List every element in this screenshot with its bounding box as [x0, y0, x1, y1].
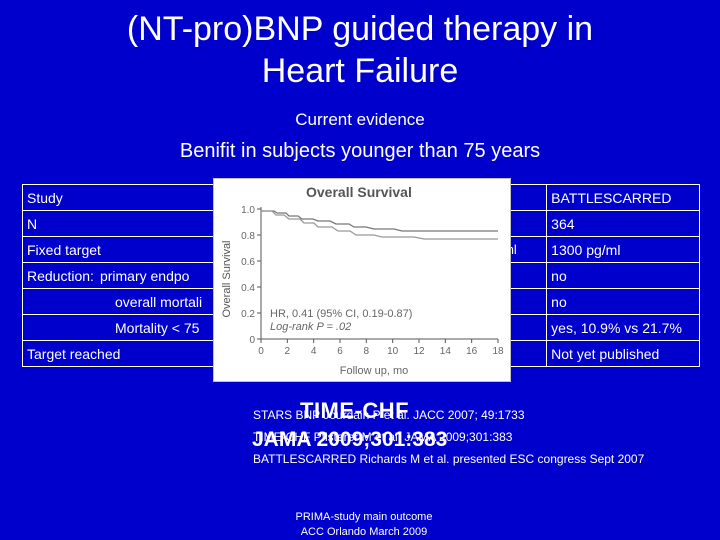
reference-stars: STARS BNP Jourdain P et al. JACC 2007; 4… [253, 408, 525, 422]
x-tick-label: 8 [364, 346, 370, 357]
x-tick-label: 18 [492, 346, 504, 357]
x-ticks: 0 2 4 6 8 10 12 14 16 18 [258, 339, 504, 357]
value-cell: yes, 10.9% vs 21.7% [546, 314, 700, 341]
y-tick-label: 0.2 [241, 309, 255, 320]
x-tick-label: 12 [413, 346, 425, 357]
overlay-jama: JAMA 2009;301:383 [252, 428, 448, 451]
y-tick-label: 0 [249, 335, 255, 346]
value-cell: no [546, 288, 700, 315]
references: STARS BNP Jourdain P et al. JACC 2007; 4… [253, 404, 718, 470]
reference-battlescarred: BATTLESCARRED Richards M et al. presente… [253, 452, 645, 466]
x-tick-label: 10 [387, 346, 399, 357]
survival-curve-lower [261, 210, 498, 240]
y-tick-label: 0.4 [241, 283, 255, 294]
x-tick-label: 16 [466, 346, 478, 357]
value-cell: no [546, 262, 700, 289]
slide-title: (NT-pro)BNP guided therapy in Heart Fail… [0, 8, 720, 92]
row-label: Reduction: [27, 267, 94, 284]
value-cell: 1300 pg/ml [546, 236, 700, 263]
survival-curve-upper [261, 210, 498, 232]
log-rank-text: Log-rank P = .02 [270, 321, 351, 333]
hazard-ratio-text: HR, 0.41 (95% CI, 0.19-0.87) [270, 308, 412, 320]
survival-plot: Overall Survival Overall Survival 1.0 0.8… [214, 179, 510, 381]
overlay-time-chf: TIME-CHF [300, 398, 410, 423]
plot-background [214, 179, 510, 381]
title-line-2: Heart Failure [261, 52, 459, 90]
x-axis-label: Follow up, mo [340, 365, 408, 377]
value-cell: 364 [546, 210, 700, 237]
x-tick-label: 6 [337, 346, 343, 357]
row-sublabel: primary endpo [99, 267, 190, 284]
row-label: Fixed target [27, 241, 101, 258]
x-tick-label: 4 [311, 346, 317, 357]
x-tick-label: 2 [285, 346, 291, 357]
plot-title-box [260, 181, 438, 201]
value-cell: Not yet published [546, 340, 700, 367]
headline: Benifit in subjects younger than 75 year… [179, 140, 541, 162]
x-tick-label: 0 [258, 346, 264, 357]
footer: PRIMA-study main outcome ACC Orlando Mar… [280, 510, 448, 540]
subtitle: Current evidence [295, 110, 425, 129]
row-sublabel: Mortality < 75 [115, 319, 200, 336]
x-tick-label: 14 [440, 346, 452, 357]
row-sublabel: overall mortali [115, 293, 203, 310]
y-tick-label: 0.6 [241, 257, 255, 268]
row-label: Target reached [27, 345, 121, 362]
y-axis-label: Overall Survival [221, 240, 233, 317]
value-cell: BATTLESCARRED [546, 184, 700, 211]
y-tick-label: 1.0 [241, 205, 255, 216]
row-label: Study [27, 189, 63, 206]
footer-line-1: PRIMA-study main outcome [295, 511, 433, 523]
y-ticks: 1.0 0.8 0.6 0.4 0.2 0 [241, 205, 261, 346]
title-line-1: (NT-pro)BNP guided therapy in [126, 10, 594, 48]
row-label: N [27, 215, 38, 232]
footer-line-2: ACC Orlando March 2009 [300, 526, 428, 538]
survival-plot-image: Overall Survival Overall Survival 1.0 0.8… [213, 178, 511, 382]
reference-time-chf: TIME-CHF Pfisterer M et al. JAMA 2009;30… [253, 430, 513, 444]
plot-title: Overall Survival [306, 184, 412, 200]
y-tick-label: 0.8 [241, 231, 255, 242]
